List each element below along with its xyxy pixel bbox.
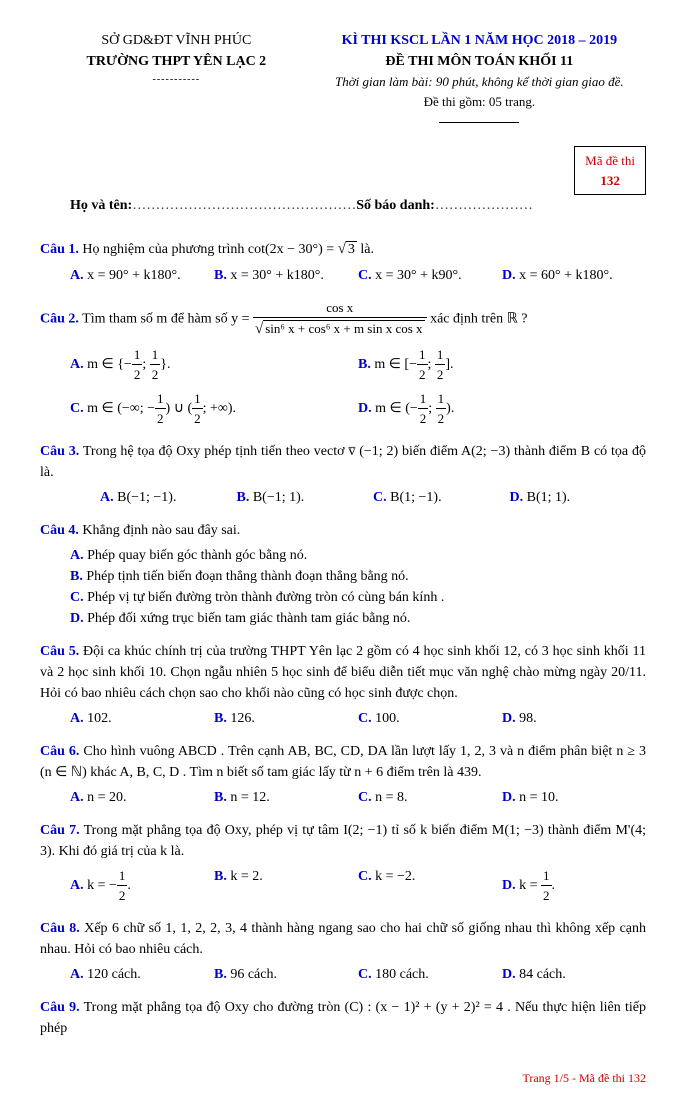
- q3-B: B(−1; 1).: [253, 490, 304, 505]
- q8-A: 120 cách.: [87, 967, 141, 982]
- q3-text: Trong hệ tọa độ Oxy phép tịnh tiến theo …: [40, 444, 646, 480]
- candidate-info: Họ và tên:…………………………………………Số báo danh:………: [40, 195, 646, 216]
- q5-text: Đội ca khúc chính trị của trường THPT Yê…: [40, 644, 646, 701]
- name-dots: …………………………………………: [132, 198, 356, 213]
- q1-C: x = 30° + k90°.: [375, 268, 462, 283]
- q2-label: Câu 2.: [40, 311, 79, 326]
- q2-answers-row1: A. m ∈ {−12; 12}. B. m ∈ [−12; 12].: [40, 345, 646, 385]
- q2-den: sin⁶ x + cos⁶ x + m sin x cos x: [263, 320, 424, 336]
- q6-D: n = 10.: [519, 790, 558, 805]
- q9-label: Câu 9.: [40, 1000, 80, 1015]
- q6-A: n = 20.: [87, 790, 126, 805]
- q1-label: Câu 1.: [40, 242, 79, 257]
- question-9: Câu 9. Trong mặt phẳng tọa độ Oxy cho đư…: [40, 997, 646, 1039]
- q6-label: Câu 6.: [40, 744, 79, 759]
- question-1: Câu 1. Họ nghiệm của phương trình cot(2x…: [40, 238, 646, 261]
- q4-label: Câu 4.: [40, 523, 79, 538]
- q7-label: Câu 7.: [40, 823, 80, 838]
- q5-D: 98.: [519, 711, 537, 726]
- q8-answers: A. 120 cách. B. 96 cách. C. 180 cách. D.…: [40, 964, 646, 985]
- q5-answers: A. 102. B. 126. C. 100. D. 98.: [40, 708, 646, 729]
- header: SỞ GD&ĐT VĨNH PHÚC TRƯỜNG THPT YÊN LẠC 2…: [40, 30, 646, 132]
- name-label: Họ và tên:: [70, 198, 132, 213]
- q2-text-b: xác định trên ℝ ?: [430, 311, 527, 326]
- q4-answers: A. Phép quay biến góc thành góc bằng nó.…: [40, 545, 646, 629]
- q4-B: Phép tịnh tiến biến đoạn thẳng thành đoạ…: [86, 569, 408, 584]
- divider-left: -----------: [40, 72, 313, 87]
- q7-B: k = 2.: [230, 869, 262, 884]
- q3-label: Câu 3.: [40, 444, 79, 459]
- q8-label: Câu 8.: [40, 921, 80, 936]
- code-value: 132: [600, 173, 620, 188]
- q2-answers-row2: C. m ∈ (−∞; −12) ∪ (12; +∞). D. m ∈ (−12…: [40, 389, 646, 429]
- duration: Thời gian làm bài: 90 phút, không kể thờ…: [313, 72, 646, 92]
- q8-B: 96 cách.: [230, 967, 277, 982]
- q7-text: Trong mặt phẳng tọa độ Oxy, phép vị tự t…: [40, 823, 646, 859]
- dept-name: SỞ GD&ĐT VĨNH PHÚC: [40, 30, 313, 51]
- q1-A: x = 90° + k180°.: [87, 268, 181, 283]
- subject-title: ĐỀ THI MÔN TOÁN KHỐI 11: [313, 51, 646, 72]
- q2-num: cos x: [253, 298, 427, 319]
- q2-text-a: Tìm tham số m để hàm số y =: [79, 311, 253, 326]
- id-label: Số báo danh:: [356, 198, 435, 213]
- q4-C: Phép vị tự biến đường tròn thành đường t…: [87, 590, 444, 605]
- q1-text-a: Họ nghiệm của phương trình cot(2x − 30°)…: [79, 242, 338, 257]
- q3-A: B(−1; −1).: [117, 490, 176, 505]
- question-4: Câu 4. Khẳng định nào sau đây sai.: [40, 520, 646, 541]
- q3-D: B(1; 1).: [527, 490, 571, 505]
- q6-answers: A. n = 20. B. n = 12. C. n = 8. D. n = 1…: [40, 787, 646, 808]
- q3-answers: A. B(−1; −1). B. B(−1; 1). C. B(1; −1). …: [40, 487, 646, 508]
- question-7: Câu 7. Trong mặt phẳng tọa độ Oxy, phép …: [40, 820, 646, 862]
- q1-answers: A. x = 90° + k180°. B. x = 30° + k180°. …: [40, 265, 646, 286]
- q2-fraction: cos x √sin⁶ x + cos⁶ x + m sin x cos x: [253, 298, 427, 341]
- q7-answers: A. k = −12. B. k = 2. C. k = −2. D. k = …: [40, 866, 646, 906]
- q3-C: B(1; −1).: [390, 490, 441, 505]
- code-label: Mã đề thi: [585, 153, 635, 168]
- q1-text-b: là.: [357, 242, 374, 257]
- q9-text: Trong mặt phẳng tọa độ Oxy cho đường trò…: [40, 1000, 646, 1036]
- q1-D: x = 60° + k180°.: [519, 268, 613, 283]
- q6-text: Cho hình vuông ABCD . Trên cạnh AB, BC, …: [40, 744, 646, 780]
- q4-text: Khẳng định nào sau đây sai.: [79, 523, 240, 538]
- q8-D: 84 cách.: [519, 967, 566, 982]
- question-8: Câu 8. Xếp 6 chữ số 1, 1, 2, 2, 3, 4 thà…: [40, 918, 646, 960]
- q5-label: Câu 5.: [40, 644, 79, 659]
- page-count: Đề thi gồm: 05 trang.: [313, 92, 646, 112]
- q4-A: Phép quay biến góc thành góc bằng nó.: [87, 548, 307, 563]
- question-2: Câu 2. Tìm tham số m để hàm số y = cos x…: [40, 298, 646, 341]
- q8-text: Xếp 6 chữ số 1, 1, 2, 2, 3, 4 thành hàng…: [40, 921, 646, 957]
- q5-A: 102.: [87, 711, 112, 726]
- q4-D: Phép đối xứng trục biến tam giác thành t…: [87, 611, 410, 626]
- question-5: Câu 5. Đội ca khúc chính trị của trường …: [40, 641, 646, 704]
- q5-C: 100.: [375, 711, 400, 726]
- school-name: TRƯỜNG THPT YÊN LẠC 2: [40, 51, 313, 72]
- q5-B: 126.: [230, 711, 255, 726]
- exam-code-box: Mã đề thi 132: [574, 146, 646, 195]
- question-6: Câu 6. Cho hình vuông ABCD . Trên cạnh A…: [40, 741, 646, 783]
- q7-C: k = −2.: [375, 869, 415, 884]
- q1-B: x = 30° + k180°.: [230, 268, 324, 283]
- sqrt3: 3: [346, 241, 357, 257]
- q6-C: n = 8.: [375, 790, 407, 805]
- q8-C: 180 cách.: [375, 967, 429, 982]
- exam-title: KÌ THI KSCL LẦN 1 NĂM HỌC 2018 – 2019: [313, 30, 646, 51]
- header-left: SỞ GD&ĐT VĨNH PHÚC TRƯỜNG THPT YÊN LẠC 2…: [40, 30, 313, 132]
- id-dots: …………………: [435, 198, 533, 213]
- header-right: KÌ THI KSCL LẦN 1 NĂM HỌC 2018 – 2019 ĐỀ…: [313, 30, 646, 132]
- q6-B: n = 12.: [230, 790, 269, 805]
- underline: [313, 111, 646, 132]
- page-footer: Trang 1/5 - Mã đề thi 132: [40, 1069, 646, 1087]
- question-3: Câu 3. Trong hệ tọa độ Oxy phép tịnh tiế…: [40, 441, 646, 483]
